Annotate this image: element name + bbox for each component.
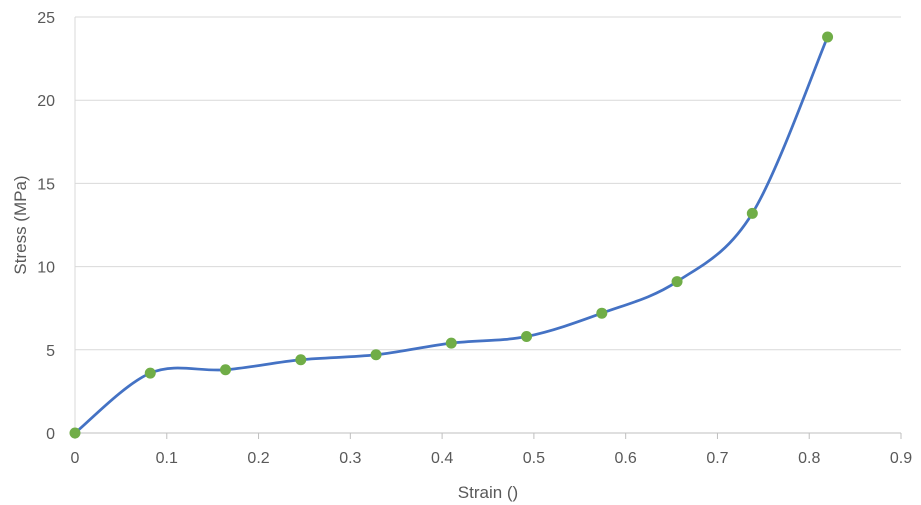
y-tick-label: 0 (46, 426, 55, 443)
data-point (671, 276, 683, 288)
y-tick-label: 15 (37, 176, 55, 193)
data-point (69, 427, 81, 439)
x-tick-label: 0.1 (156, 450, 178, 467)
data-point (822, 31, 834, 43)
y-tick-labels: 0 5 10 15 20 25 (37, 10, 55, 443)
x-tick-label: 0.9 (890, 450, 912, 467)
data-point (596, 307, 608, 319)
series (69, 31, 834, 439)
series-line (73, 35, 829, 435)
data-point (521, 330, 533, 342)
y-tick-label: 5 (46, 343, 55, 360)
x-tick-label: 0.3 (339, 450, 361, 467)
data-point (370, 349, 382, 361)
x-tick-label: 0.6 (615, 450, 637, 467)
x-tick-label: 0.8 (798, 450, 820, 467)
data-point (445, 337, 457, 349)
axes (74, 17, 902, 439)
data-point (746, 207, 758, 219)
x-tick-labels: 0 0.1 0.2 0.3 0.4 0.5 0.6 0.7 0.8 0.9 (71, 450, 913, 467)
x-tick-label: 0.5 (523, 450, 545, 467)
y-tick-label: 25 (37, 10, 55, 27)
gridlines (75, 16, 901, 351)
data-point (144, 367, 156, 379)
y-tick-label: 20 (37, 93, 55, 110)
x-tick-label: 0.7 (706, 450, 728, 467)
x-axis-title: Strain () (458, 483, 518, 502)
y-tick-label: 10 (37, 260, 55, 277)
x-tick-label: 0 (71, 450, 80, 467)
y-axis-title: Stress (MPa) (11, 175, 30, 274)
data-point (295, 354, 307, 366)
x-tick-label: 0.4 (431, 450, 453, 467)
data-point (220, 364, 232, 376)
x-tick-label: 0.2 (247, 450, 269, 467)
